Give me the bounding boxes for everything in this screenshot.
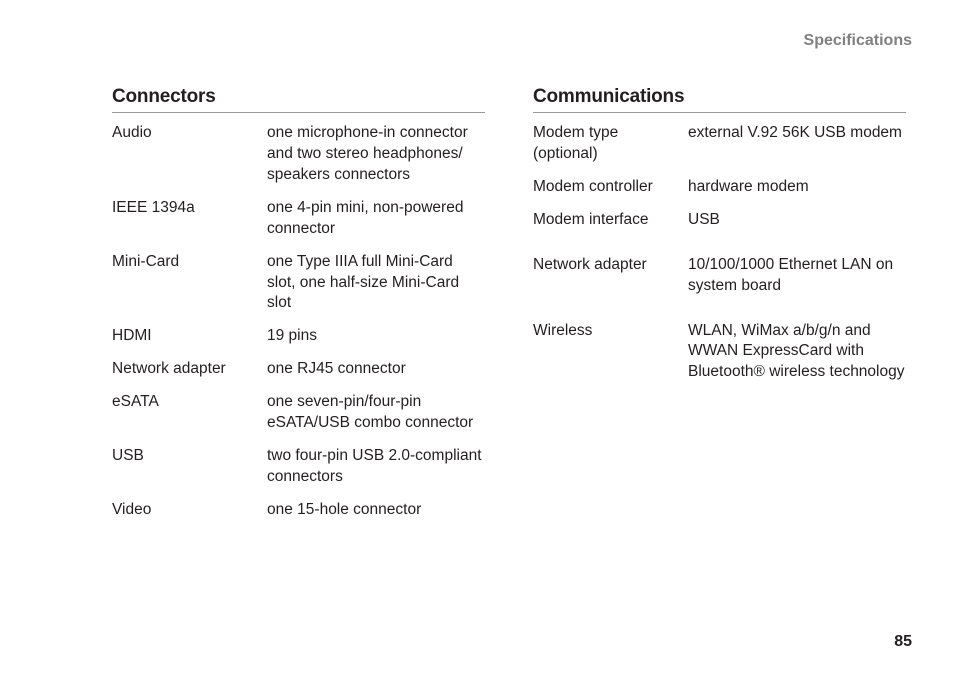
spec-value: one seven-pin/four-pin eSATA/USB combo c… (267, 392, 485, 434)
spec-label: Modem interface (533, 210, 688, 231)
spec-value: external V.92 56K USB modem (688, 123, 906, 165)
spec-label: Modem controller (533, 177, 688, 198)
spec-row: IEEE 1394a one 4-pin mini, non-powered c… (112, 198, 485, 240)
connectors-title: Connectors (112, 86, 485, 113)
spec-label: Video (112, 500, 267, 521)
spec-row: Network adapter 10/100/1000 Ethernet LAN… (533, 255, 906, 297)
spec-value: 10/100/1000 Ethernet LAN on system board (688, 255, 906, 297)
spec-row: eSATA one seven-pin/four-pin eSATA/USB c… (112, 392, 485, 434)
spec-row: Modem controller hardware modem (533, 177, 906, 198)
page-number: 85 (894, 633, 912, 651)
spec-row: Mini-Card one Type IIIA full Mini-Card s… (112, 252, 485, 315)
connectors-column: Connectors Audio one microphone-in conne… (112, 86, 485, 533)
spec-row: Modem interface USB (533, 210, 906, 231)
spec-label: Network adapter (112, 359, 267, 380)
spec-label: Audio (112, 123, 267, 186)
communications-column: Communications Modem type (optional) ext… (533, 86, 906, 533)
spec-value: 19 pins (267, 326, 485, 347)
spec-label: Wireless (533, 321, 688, 384)
page-header: Specifications (804, 32, 912, 50)
spec-row: Network adapter one RJ45 connector (112, 359, 485, 380)
spec-value: one 4-pin mini, non-powered connector (267, 198, 485, 240)
content-columns: Connectors Audio one microphone-in conne… (40, 86, 914, 533)
spec-row: Video one 15-hole connector (112, 500, 485, 521)
communications-title: Communications (533, 86, 906, 113)
spec-value: hardware modem (688, 177, 906, 198)
spec-row: USB two four-pin USB 2.0-compliant conne… (112, 446, 485, 488)
spec-value: one RJ45 connector (267, 359, 485, 380)
spec-label: HDMI (112, 326, 267, 347)
spec-row: Audio one microphone-in connector and tw… (112, 123, 485, 186)
spec-label: Network adapter (533, 255, 688, 297)
spec-value: USB (688, 210, 906, 231)
spec-row: Modem type (optional) external V.92 56K … (533, 123, 906, 165)
spec-label: Modem type (optional) (533, 123, 688, 165)
spec-value: WLAN, WiMax a/b/g/n and WWAN ExpressCard… (688, 321, 906, 384)
spec-label: Mini-Card (112, 252, 267, 315)
spec-value: one Type IIIA full Mini-Card slot, one h… (267, 252, 485, 315)
spec-row: HDMI 19 pins (112, 326, 485, 347)
spec-row: Wireless WLAN, WiMax a/b/g/n and WWAN Ex… (533, 321, 906, 384)
spec-label: IEEE 1394a (112, 198, 267, 240)
spec-label: eSATA (112, 392, 267, 434)
spec-value: one 15-hole connector (267, 500, 485, 521)
spec-value: one microphone-in connector and two ster… (267, 123, 485, 186)
spec-label: USB (112, 446, 267, 488)
spec-value: two four-pin USB 2.0-compliant connector… (267, 446, 485, 488)
